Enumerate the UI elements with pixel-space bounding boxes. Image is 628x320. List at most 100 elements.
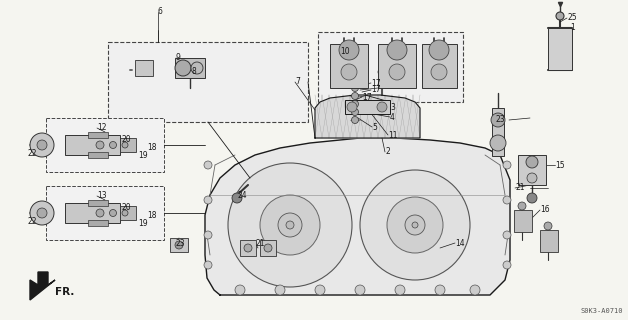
Circle shape: [109, 210, 117, 217]
Bar: [540, 230, 558, 252]
Circle shape: [204, 196, 212, 204]
Text: 1: 1: [570, 23, 575, 33]
Bar: [492, 108, 504, 156]
Circle shape: [544, 222, 552, 230]
Bar: [548, 28, 572, 70]
Circle shape: [360, 170, 470, 280]
Circle shape: [37, 140, 47, 150]
Text: 3: 3: [390, 102, 395, 111]
Text: 9: 9: [176, 53, 181, 62]
Circle shape: [389, 64, 405, 80]
Circle shape: [37, 208, 47, 218]
Circle shape: [503, 196, 511, 204]
Text: 4: 4: [390, 113, 395, 122]
Text: 6: 6: [158, 7, 163, 17]
Bar: [518, 155, 546, 185]
Text: S0K3-A0710: S0K3-A0710: [580, 308, 623, 314]
Text: 14: 14: [455, 238, 465, 247]
Bar: [330, 44, 368, 88]
Text: 15: 15: [555, 161, 565, 170]
Circle shape: [30, 201, 54, 225]
Circle shape: [405, 215, 425, 235]
Circle shape: [352, 108, 359, 116]
Text: 18: 18: [147, 142, 156, 151]
Circle shape: [175, 241, 183, 249]
Text: 19: 19: [138, 219, 148, 228]
Circle shape: [470, 285, 480, 295]
Circle shape: [491, 113, 505, 127]
Circle shape: [352, 116, 359, 124]
Text: 17: 17: [362, 92, 372, 101]
Circle shape: [175, 60, 191, 76]
Text: 17: 17: [371, 78, 381, 87]
Text: 12: 12: [97, 124, 107, 132]
Text: 18: 18: [147, 211, 156, 220]
Circle shape: [435, 285, 445, 295]
Circle shape: [122, 210, 128, 216]
Text: 25: 25: [567, 13, 577, 22]
Circle shape: [352, 100, 359, 108]
Text: 22: 22: [28, 217, 38, 226]
Circle shape: [341, 64, 357, 80]
Bar: [260, 240, 276, 256]
Circle shape: [232, 193, 242, 203]
Text: 21: 21: [255, 238, 264, 247]
Text: 13: 13: [97, 191, 107, 201]
Bar: [120, 206, 136, 220]
Text: 16: 16: [540, 205, 550, 214]
Text: 17: 17: [371, 85, 381, 94]
Circle shape: [431, 64, 447, 80]
Text: FR.: FR.: [55, 287, 74, 297]
Text: 8: 8: [192, 68, 197, 76]
Text: 20: 20: [122, 135, 132, 145]
Circle shape: [503, 231, 511, 239]
Bar: [135, 60, 153, 76]
Bar: [46, 186, 164, 240]
Bar: [46, 118, 164, 172]
Circle shape: [204, 231, 212, 239]
Circle shape: [244, 244, 252, 252]
Bar: [378, 44, 416, 88]
Circle shape: [122, 142, 128, 148]
Circle shape: [275, 285, 285, 295]
Circle shape: [429, 40, 449, 60]
Text: 11: 11: [388, 131, 398, 140]
Circle shape: [387, 197, 443, 253]
Bar: [88, 220, 108, 226]
Circle shape: [315, 285, 325, 295]
Bar: [120, 138, 136, 152]
Circle shape: [278, 213, 302, 237]
Text: 23: 23: [175, 238, 185, 247]
Circle shape: [109, 141, 117, 148]
Circle shape: [264, 244, 272, 252]
Circle shape: [204, 161, 212, 169]
Bar: [175, 58, 205, 78]
Circle shape: [527, 193, 537, 203]
Circle shape: [503, 161, 511, 169]
Text: 10: 10: [340, 47, 350, 57]
Circle shape: [526, 156, 538, 168]
Circle shape: [260, 195, 320, 255]
Circle shape: [352, 92, 359, 100]
Circle shape: [339, 40, 359, 60]
Circle shape: [377, 102, 387, 112]
Bar: [345, 100, 390, 114]
Text: 23: 23: [495, 116, 505, 124]
Circle shape: [387, 40, 407, 60]
Text: 24: 24: [237, 190, 247, 199]
Circle shape: [355, 285, 365, 295]
Circle shape: [228, 163, 352, 287]
Bar: [88, 132, 108, 138]
Bar: [318, 32, 463, 102]
Circle shape: [378, 68, 386, 76]
Circle shape: [96, 141, 104, 149]
Circle shape: [347, 102, 357, 112]
Circle shape: [30, 133, 54, 157]
Bar: [88, 200, 108, 206]
Text: 21: 21: [515, 183, 524, 193]
Circle shape: [204, 261, 212, 269]
Circle shape: [503, 261, 511, 269]
Circle shape: [235, 285, 245, 295]
Circle shape: [395, 285, 405, 295]
Text: 20: 20: [122, 204, 132, 212]
